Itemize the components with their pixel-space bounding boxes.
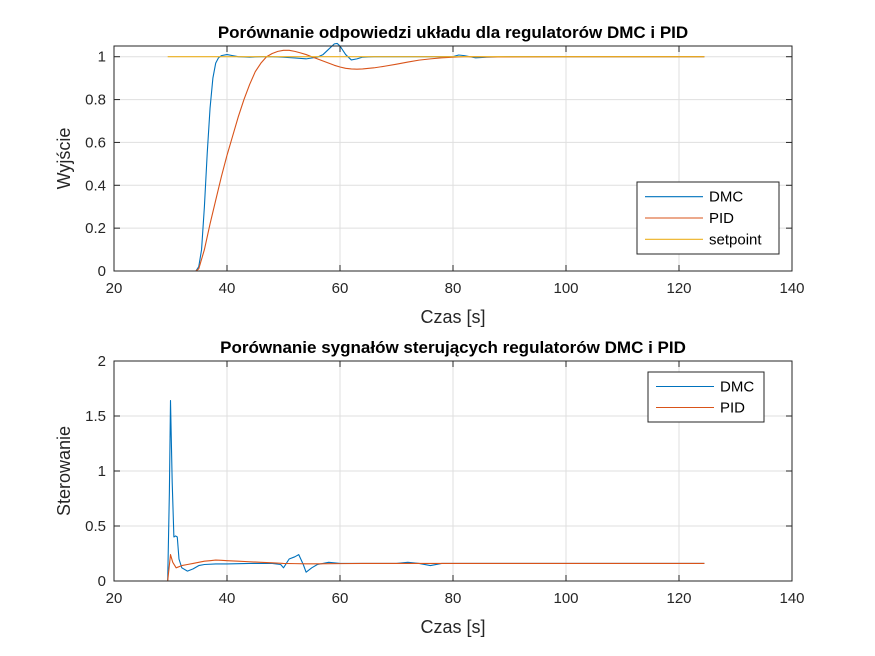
chart-title: Porównanie odpowiedzi układu dla regulat… xyxy=(218,23,688,42)
control-axes: 20 40 60 80 100 120 140 0 0.5 1 1.5 2 Porównanie syg… xyxy=(54,338,805,637)
x-tick-label: 140 xyxy=(779,280,804,297)
y-tick-label: 0.6 xyxy=(85,134,106,151)
x-axis-label: Czas [s] xyxy=(420,307,485,327)
x-tick-label: 120 xyxy=(666,280,691,297)
legend-label-dmc: DMC xyxy=(709,189,743,206)
x-tick-label: 20 xyxy=(106,590,123,607)
response-axes: 20 40 60 80 100 120 140 0 0.2 0.4 0.6 0.8 1 Porównani… xyxy=(54,23,805,327)
y-tick-label: 1 xyxy=(98,49,106,66)
y-axis-label: Sterowanie xyxy=(54,426,74,516)
x-tick-label: 20 xyxy=(106,280,123,297)
y-tick-label: 0.5 xyxy=(85,518,106,535)
y-tick-label: 1 xyxy=(98,463,106,480)
y-tick-label: 0.2 xyxy=(85,220,106,237)
y-tick-label: 0 xyxy=(98,573,106,590)
legend-label-dmc: DMC xyxy=(720,379,754,396)
legend: DMC PID setpoint xyxy=(636,181,780,255)
y-tick-label: 1.5 xyxy=(85,408,106,425)
x-tick-label: 40 xyxy=(219,590,236,607)
x-tick-label: 80 xyxy=(445,590,462,607)
series-line-pid xyxy=(167,49,705,272)
legend-label-pid: PID xyxy=(709,210,734,227)
y-axis-label: Wyjście xyxy=(54,128,74,190)
x-tick-label: 140 xyxy=(779,590,804,607)
x-tick-label: 60 xyxy=(332,280,349,297)
legend-label-pid: PID xyxy=(720,400,745,417)
legend-box xyxy=(647,371,765,423)
series-line-dmc xyxy=(167,400,705,582)
chart-title: Porównanie sygnałów sterujących regulato… xyxy=(220,338,686,357)
x-tick-label: 120 xyxy=(666,590,691,607)
y-tick-label: 0 xyxy=(98,263,106,280)
legend-label-setpoint: setpoint xyxy=(709,231,762,248)
legend: DMC PID xyxy=(647,371,765,423)
x-axis-label: Czas [s] xyxy=(420,617,485,637)
y-tick-label: 2 xyxy=(98,353,106,370)
x-tick-label: 100 xyxy=(553,590,578,607)
x-tick-label: 80 xyxy=(445,280,462,297)
y-tick-label: 0.8 xyxy=(85,92,106,109)
x-tick-label: 100 xyxy=(553,280,578,297)
y-tick-label: 0.4 xyxy=(85,177,106,194)
x-tick-label: 40 xyxy=(219,280,236,297)
series-line-pid xyxy=(167,554,705,582)
x-tick-label: 60 xyxy=(332,590,349,607)
